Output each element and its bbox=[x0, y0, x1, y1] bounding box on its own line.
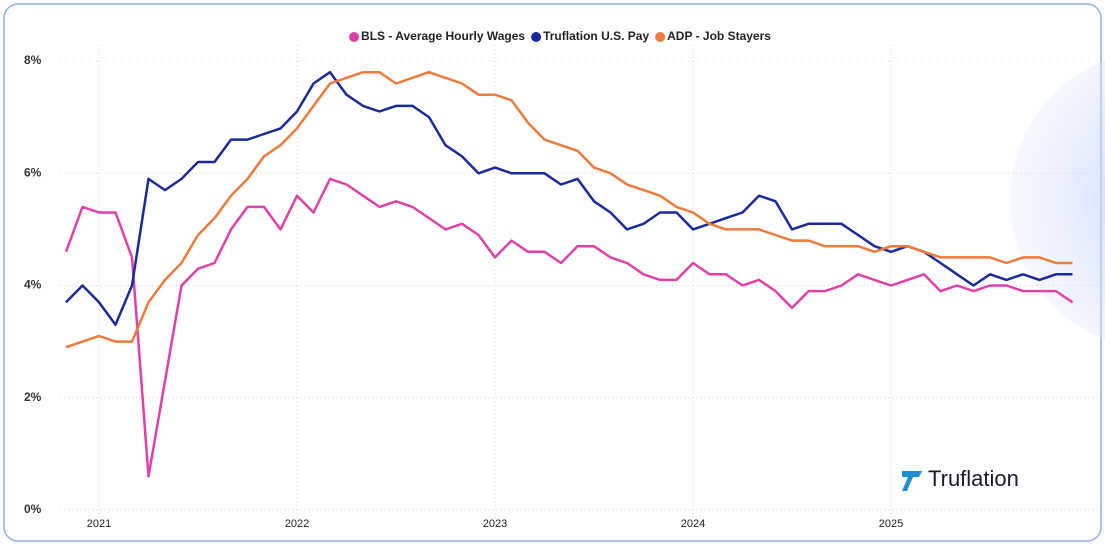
legend-label: ADP - Job Stayers bbox=[667, 29, 771, 43]
x-tick-label: 2022 bbox=[285, 518, 309, 530]
legend-marker bbox=[655, 32, 665, 42]
y-tick-label: 2% bbox=[24, 390, 42, 404]
logo: Truflation bbox=[892, 460, 1038, 498]
x-tick-label: 2023 bbox=[483, 518, 507, 530]
chart: 0% 2% 4% 6% 8% 2021 2022 2023 2024 2025 Truflatio… bbox=[0, 0, 1105, 545]
legend-label: Truflation U.S. Pay bbox=[543, 29, 649, 43]
legend-label: BLS - Average Hourly Wages bbox=[361, 29, 525, 43]
x-tick-label: 2024 bbox=[681, 518, 705, 530]
legend: BLS - Average Hourly Wages Truflation U.S… bbox=[349, 29, 771, 43]
x-tick-label: 2025 bbox=[879, 518, 903, 530]
logo-text: Truflation bbox=[928, 466, 1019, 491]
y-tick-label: 4% bbox=[24, 278, 42, 292]
y-tick-label: 8% bbox=[24, 53, 42, 67]
y-tick-label: 0% bbox=[24, 502, 42, 516]
y-tick-label: 6% bbox=[24, 165, 42, 179]
legend-marker bbox=[349, 32, 359, 42]
legend-marker bbox=[531, 32, 541, 42]
x-tick-label: 2021 bbox=[87, 518, 111, 530]
